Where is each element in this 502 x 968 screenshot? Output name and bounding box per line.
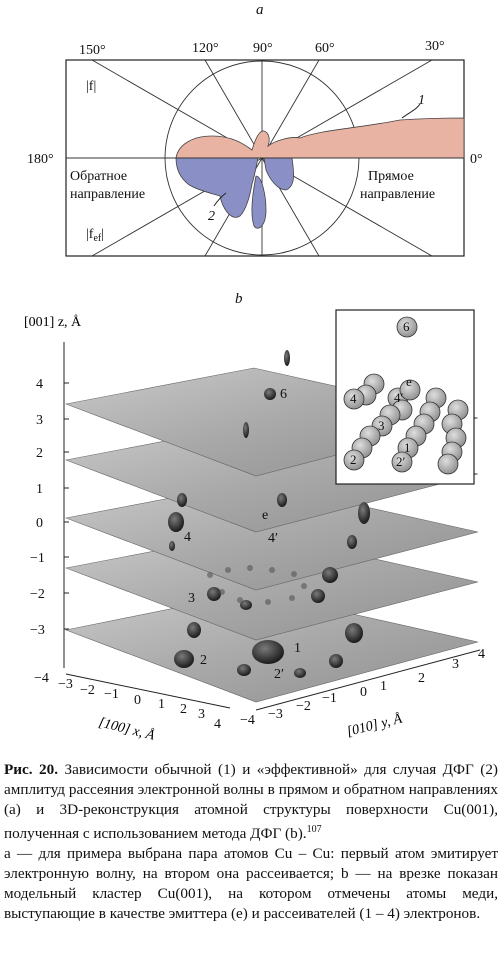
radial-120 bbox=[204, 60, 263, 159]
f-label: |f| bbox=[86, 79, 96, 94]
x-axis bbox=[65, 673, 231, 709]
curve-1-leader bbox=[401, 103, 421, 119]
inset-label-3: 3 bbox=[378, 418, 385, 433]
angle-90: 90° bbox=[253, 41, 273, 56]
ring-features bbox=[207, 565, 307, 605]
caption-ref: 107 bbox=[306, 824, 322, 835]
y-tick-2: 2 bbox=[418, 671, 425, 686]
plane-label-2p: 2′ bbox=[274, 667, 284, 682]
x-tick-3: 3 bbox=[198, 707, 205, 722]
angle-30: 30° bbox=[425, 39, 445, 54]
plane-label-3: 3 bbox=[188, 591, 195, 606]
y-tick-m2: −2 bbox=[296, 699, 311, 714]
y-tick-0: 0 bbox=[360, 685, 367, 700]
curve-2-leader bbox=[213, 192, 227, 207]
caption-head: Рис. 20. bbox=[4, 761, 59, 778]
inset-label-1: 1 bbox=[404, 440, 411, 455]
x-tick-m3: −3 bbox=[58, 677, 73, 692]
curve-2-area bbox=[175, 157, 295, 229]
inset-label-2p: 2′ bbox=[396, 454, 406, 469]
y-tick-m1: −1 bbox=[322, 691, 337, 706]
figure-caption: Рис. 20. Зависимости обычной (1) и «эффе… bbox=[4, 760, 498, 924]
y-tick-3: 3 bbox=[452, 657, 459, 672]
x-tick-m2: −2 bbox=[80, 683, 95, 698]
angle-60: 60° bbox=[315, 41, 335, 56]
z-tick-3: 3 bbox=[36, 413, 43, 428]
backward-label-1: Обратное bbox=[70, 169, 127, 184]
forward-label-2: направление bbox=[360, 187, 435, 202]
angle-0: 0° bbox=[470, 152, 483, 167]
atom-blobs bbox=[168, 350, 370, 678]
caption-body: Зависимости обычной (1) и «эффективной» … bbox=[4, 761, 498, 843]
z-tick-2: 2 bbox=[36, 446, 43, 461]
plane-label-6: 6 bbox=[280, 387, 287, 402]
angle-120: 120° bbox=[192, 41, 219, 56]
y-tick-m4: −4 bbox=[240, 713, 255, 728]
radial-60 bbox=[261, 60, 320, 159]
caption-main: Рис. 20. Зависимости обычной (1) и «эффе… bbox=[4, 760, 498, 844]
curve-1-label: 1 bbox=[418, 93, 425, 108]
inset-label-e: e bbox=[406, 374, 412, 389]
plane-z-4 bbox=[64, 367, 479, 477]
z-tick-1: 1 bbox=[36, 482, 43, 497]
x-tick-m1: −1 bbox=[104, 687, 119, 702]
x-tick-2: 2 bbox=[180, 702, 187, 717]
y-tick-4: 4 bbox=[478, 647, 485, 662]
backward-label-2: направление bbox=[70, 187, 145, 202]
inset-label-2: 2 bbox=[350, 452, 357, 467]
y-axis-label: [010] y, Å bbox=[345, 711, 404, 740]
angle-180: 180° bbox=[27, 152, 54, 167]
inset-label-4p: 4′ bbox=[394, 390, 404, 405]
panel-a-label: a bbox=[256, 2, 264, 18]
plane-label-4: 4 bbox=[184, 530, 191, 545]
inset-label-6: 6 bbox=[403, 319, 410, 334]
caption-note: a — для примера выбрана пара атомов Cu –… bbox=[4, 845, 498, 923]
y-tick-1: 1 bbox=[380, 679, 387, 694]
z-tick-m2: −2 bbox=[30, 587, 45, 602]
z-axis-label: [001] z, Å bbox=[24, 314, 82, 330]
y-tick-m3: −3 bbox=[268, 707, 283, 722]
x-tick-m4: −4 bbox=[34, 671, 49, 686]
polar-scattering-plot: 150° 120° 90° 60° 30° 180° 0° |f| |fef| … bbox=[27, 39, 483, 257]
fef-label: |fef| bbox=[86, 227, 104, 244]
inset-label-4: 4 bbox=[350, 391, 357, 406]
panel-b-label: b bbox=[235, 291, 243, 307]
plane-label-2: 2 bbox=[200, 653, 207, 668]
plane-label-4p: 4′ bbox=[268, 531, 278, 546]
z-tick-m1: −1 bbox=[30, 551, 45, 566]
plane-label-1: 1 bbox=[294, 641, 301, 656]
y-axis bbox=[255, 649, 481, 711]
curve-2-label: 2 bbox=[208, 209, 215, 224]
forward-label-1: Прямое bbox=[368, 169, 414, 184]
reconstruction-3d-plot: [001] z, Å 4 3 2 1 0 −1 −2 −3 bbox=[24, 309, 485, 744]
angle-150: 150° bbox=[79, 43, 106, 58]
plane-label-e: e bbox=[262, 508, 268, 523]
inset-cluster: 6 4 4′ e 3 1 2 2′ bbox=[335, 309, 475, 485]
x-tick-4: 4 bbox=[214, 717, 221, 732]
z-tick-m3: −3 bbox=[30, 623, 45, 638]
z-tick-4: 4 bbox=[36, 377, 43, 392]
z-tick-0: 0 bbox=[36, 516, 43, 531]
x-tick-1: 1 bbox=[158, 697, 165, 712]
x-axis-label: [100] x, Å bbox=[97, 714, 157, 743]
x-tick-0: 0 bbox=[134, 693, 141, 708]
curve-1-area bbox=[175, 117, 465, 159]
